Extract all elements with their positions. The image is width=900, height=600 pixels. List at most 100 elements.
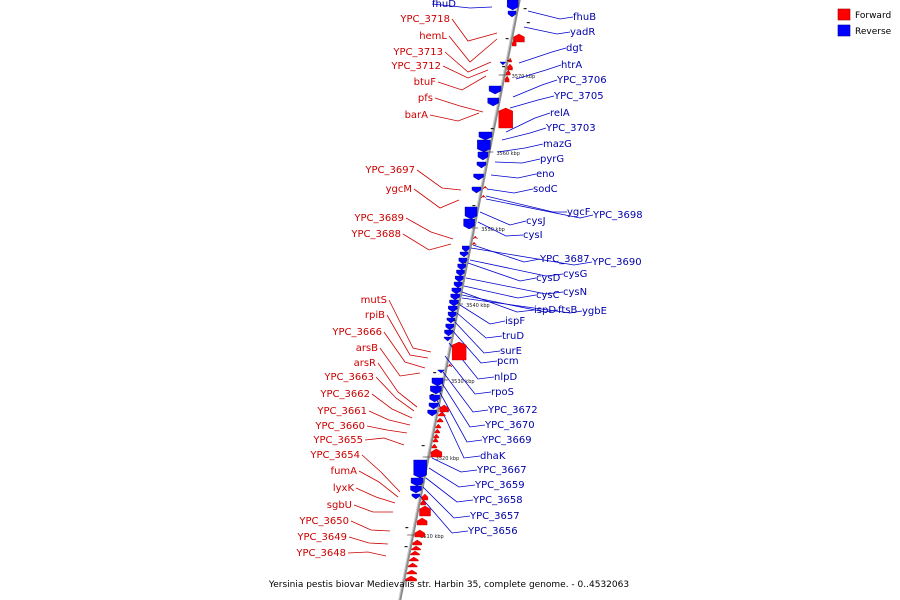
reverse-gene[interactable] (471, 186, 482, 194)
forward-gene-label-pfs[interactable]: pfs (418, 93, 433, 104)
reverse-gene[interactable] (431, 377, 444, 387)
forward-gene-label-ypc-3697[interactable]: YPC_3697 (364, 165, 415, 176)
forward-gene[interactable] (473, 235, 478, 240)
reverse-gene[interactable] (507, 10, 517, 18)
reverse-gene-label-ygbe[interactable]: ygbE (582, 306, 607, 317)
forward-gene-label-ypc-3660[interactable]: YPC_3660 (314, 421, 365, 432)
forward-gene[interactable] (451, 341, 467, 361)
forward-gene-label-ypc-3666[interactable]: YPC_3666 (331, 327, 382, 338)
reverse-gene-label-ispf[interactable]: ispF (505, 316, 525, 327)
forward-gene-label-ypc-3689[interactable]: YPC_3689 (353, 213, 404, 224)
reverse-gene[interactable] (410, 477, 424, 487)
forward-gene-label-ypc-3661[interactable]: YPC_3661 (316, 406, 367, 417)
reverse-gene[interactable] (428, 402, 439, 410)
reverse-gene[interactable] (453, 281, 463, 289)
reverse-gene-label-ypc-3703[interactable]: YPC_3703 (545, 123, 596, 134)
reverse-gene-label-fhub[interactable]: fhuB (573, 12, 596, 23)
reverse-gene[interactable] (478, 131, 493, 141)
reverse-gene-label-ypc-3687[interactable]: YPC_3687 (539, 254, 590, 265)
reverse-gene-label-ypc-3672[interactable]: YPC_3672 (487, 405, 538, 416)
reverse-gene-label-cysi[interactable]: cysI (523, 230, 543, 241)
reverse-gene-label-ispd[interactable]: ispD (534, 305, 556, 316)
forward-gene[interactable] (435, 423, 442, 429)
reverse-gene-label-trud[interactable]: truD (502, 331, 524, 342)
reverse-gene[interactable] (488, 85, 502, 95)
reverse-gene[interactable] (448, 305, 458, 313)
forward-gene[interactable] (481, 194, 486, 199)
forward-gene-label-btuf[interactable]: btuF (414, 77, 437, 88)
forward-gene[interactable] (433, 433, 440, 439)
reverse-gene-label-ypc-3690[interactable]: YPC_3690 (591, 257, 642, 268)
forward-gene-label-lyxk[interactable]: lyxK (333, 483, 355, 494)
forward-gene[interactable] (498, 107, 513, 129)
forward-gene-label-ypc-3650[interactable]: YPC_3650 (298, 516, 349, 527)
reverse-gene-label-cysj[interactable]: cysJ (526, 216, 546, 227)
forward-gene-label-ypc-3712[interactable]: YPC_3712 (390, 61, 441, 72)
forward-gene[interactable] (411, 545, 421, 551)
reverse-gene-label-cysn[interactable]: cysN (563, 287, 587, 298)
reverse-gene[interactable] (477, 139, 491, 153)
forward-gene-label-fuma[interactable]: fumA (331, 466, 358, 477)
reverse-gene-label-ypc-3659[interactable]: YPC_3659 (474, 480, 525, 491)
forward-gene[interactable] (436, 417, 444, 423)
reverse-gene[interactable] (487, 97, 499, 107)
reverse-gene-label-sodc[interactable]: sodC (533, 184, 558, 195)
reverse-gene[interactable] (462, 245, 470, 253)
reverse-gene[interactable] (430, 385, 442, 395)
forward-gene[interactable] (439, 404, 449, 413)
forward-gene-label-ygcm[interactable]: ygcM (386, 184, 412, 195)
reverse-gene[interactable] (457, 263, 466, 271)
forward-gene-label-ypc-3649[interactable]: YPC_3649 (296, 532, 347, 543)
forward-gene[interactable] (410, 550, 420, 556)
forward-gene[interactable] (409, 556, 419, 562)
reverse-gene[interactable] (410, 485, 422, 494)
reverse-gene[interactable] (477, 151, 489, 161)
reverse-gene[interactable] (459, 251, 469, 258)
reverse-gene[interactable] (437, 369, 446, 374)
forward-gene[interactable] (512, 39, 517, 47)
forward-gene[interactable] (471, 241, 477, 246)
reverse-gene[interactable] (463, 218, 475, 230)
forward-gene[interactable] (447, 363, 452, 368)
reverse-gene-label-pyrg[interactable]: pyrG (540, 154, 564, 165)
forward-gene[interactable] (420, 499, 426, 506)
forward-gene-label-ypc-3688[interactable]: YPC_3688 (350, 229, 401, 240)
reverse-gene[interactable] (427, 409, 437, 417)
reverse-gene[interactable] (499, 61, 507, 66)
forward-gene-label-rpib[interactable]: rpiB (365, 310, 385, 321)
reverse-gene-label-ypc-3667[interactable]: YPC_3667 (476, 465, 527, 476)
reverse-gene-label-ypc-3669[interactable]: YPC_3669 (481, 435, 532, 446)
reverse-gene-label-ypc-3656[interactable]: YPC_3656 (467, 526, 518, 537)
reverse-gene[interactable] (444, 329, 453, 337)
reverse-gene-label-htra[interactable]: htrA (561, 60, 582, 71)
forward-gene[interactable] (414, 529, 425, 538)
reverse-gene[interactable] (413, 459, 427, 479)
reverse-gene-label-nlpd[interactable]: nlpD (494, 372, 517, 383)
reverse-gene-label-eno[interactable]: eno (536, 169, 555, 180)
forward-gene[interactable] (419, 505, 431, 517)
reverse-gene-label-cysc[interactable]: cysC (536, 290, 560, 301)
reverse-gene-label-dgt[interactable]: dgt (566, 43, 583, 54)
reverse-gene[interactable] (447, 311, 457, 319)
forward-gene-label-ypc-3713[interactable]: YPC_3713 (392, 47, 443, 58)
forward-gene[interactable] (482, 185, 488, 190)
forward-gene[interactable] (430, 448, 443, 458)
forward-gene[interactable] (416, 517, 428, 526)
forward-gene-label-ypc-3663[interactable]: YPC_3663 (323, 372, 374, 383)
reverse-gene[interactable] (445, 323, 454, 331)
forward-gene[interactable] (507, 63, 513, 71)
forward-gene[interactable] (506, 69, 511, 76)
forward-gene[interactable] (431, 443, 438, 449)
forward-gene[interactable] (421, 493, 429, 501)
forward-gene-label-sgbu[interactable]: sgbU (327, 500, 352, 511)
reverse-gene-label-fhud[interactable]: fhuD (432, 0, 456, 10)
reverse-gene-label-dhak[interactable]: dhaK (480, 451, 506, 462)
forward-gene-label-ypc-3655[interactable]: YPC_3655 (312, 435, 363, 446)
reverse-gene[interactable] (429, 394, 440, 403)
reverse-gene[interactable] (473, 173, 484, 181)
forward-gene-label-bara[interactable]: barA (405, 110, 429, 121)
reverse-gene-label-pcm[interactable]: pcm (497, 356, 519, 367)
forward-gene[interactable] (407, 562, 418, 568)
forward-gene[interactable] (504, 75, 510, 83)
reverse-gene-label-ypc-3698[interactable]: YPC_3698 (592, 210, 643, 221)
